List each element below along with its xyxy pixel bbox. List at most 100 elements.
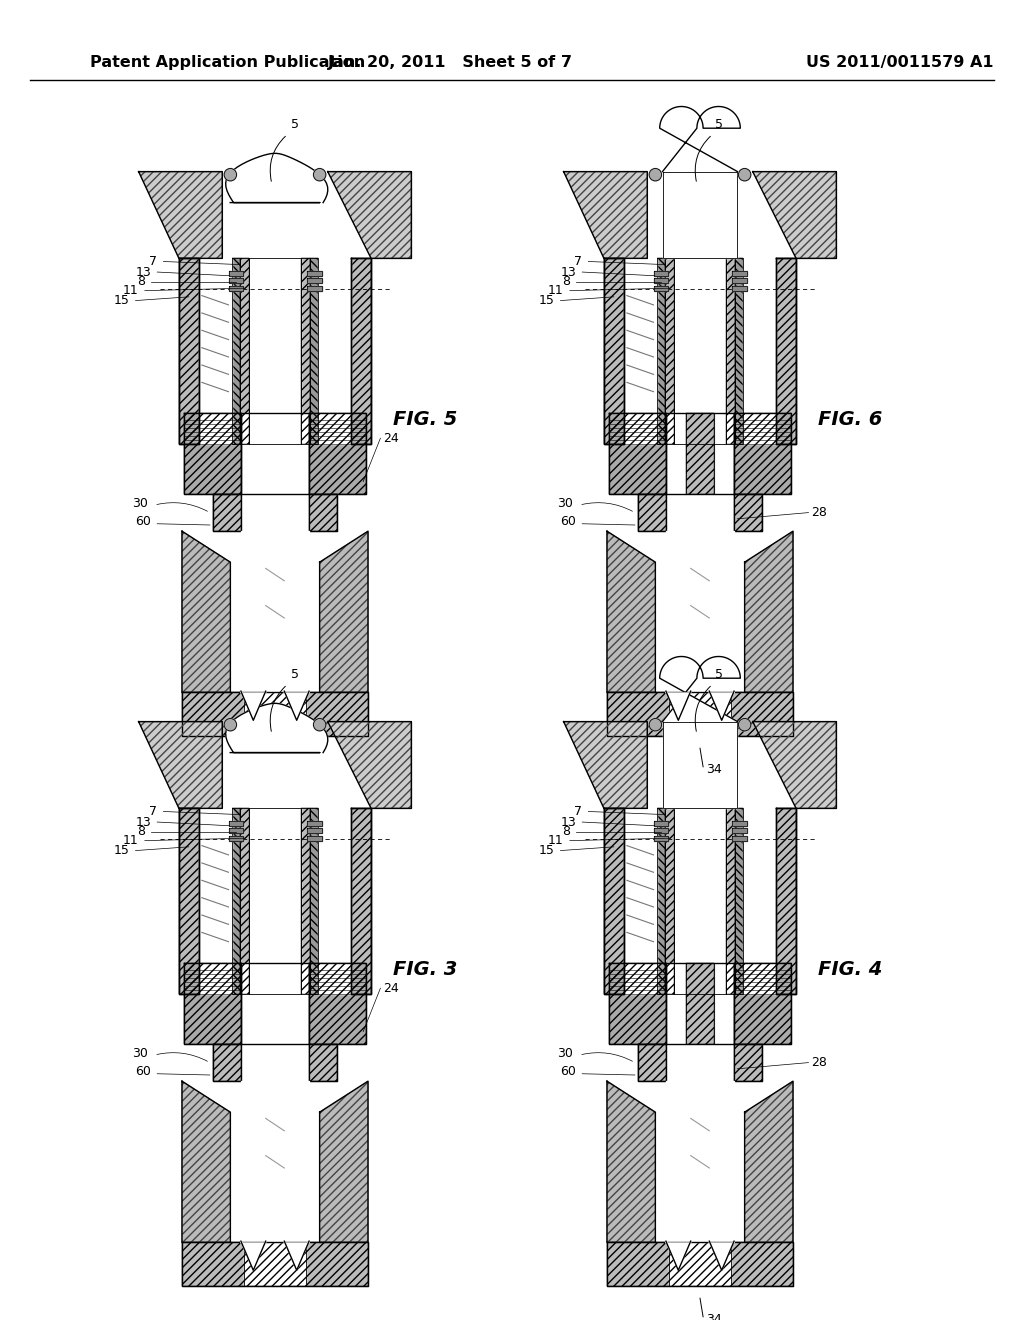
Text: 8: 8 <box>137 276 144 289</box>
Polygon shape <box>249 259 301 445</box>
Polygon shape <box>653 271 669 276</box>
Text: US 2011/0011579 A1: US 2011/0011579 A1 <box>806 54 993 70</box>
Circle shape <box>738 718 751 731</box>
Circle shape <box>224 718 237 731</box>
Text: 13: 13 <box>135 816 151 829</box>
Polygon shape <box>138 722 222 808</box>
Polygon shape <box>608 413 666 494</box>
Polygon shape <box>179 259 199 445</box>
Polygon shape <box>726 259 735 445</box>
Polygon shape <box>726 808 735 994</box>
Polygon shape <box>309 964 367 1044</box>
Text: FIG. 4: FIG. 4 <box>818 960 882 979</box>
Text: 30: 30 <box>557 1047 572 1060</box>
Polygon shape <box>666 808 674 994</box>
Polygon shape <box>674 808 726 994</box>
Text: 11: 11 <box>548 834 563 847</box>
Polygon shape <box>735 259 743 445</box>
Text: 34: 34 <box>707 763 722 776</box>
Polygon shape <box>608 964 666 1044</box>
Polygon shape <box>744 1081 793 1242</box>
Polygon shape <box>241 1081 309 1242</box>
Text: 7: 7 <box>150 255 158 268</box>
Polygon shape <box>753 722 837 808</box>
Text: 28: 28 <box>812 1056 827 1069</box>
Polygon shape <box>301 259 309 445</box>
Polygon shape <box>183 413 241 494</box>
Polygon shape <box>656 808 666 994</box>
Polygon shape <box>306 828 322 833</box>
Polygon shape <box>199 259 231 445</box>
Polygon shape <box>179 808 199 994</box>
Polygon shape <box>318 259 351 445</box>
Polygon shape <box>241 531 309 693</box>
Polygon shape <box>674 259 726 445</box>
Polygon shape <box>753 172 837 259</box>
Polygon shape <box>710 692 734 721</box>
Polygon shape <box>666 692 691 721</box>
Text: FIG. 6: FIG. 6 <box>818 411 882 429</box>
Polygon shape <box>731 285 746 290</box>
Polygon shape <box>241 1241 265 1270</box>
Polygon shape <box>138 172 222 259</box>
Polygon shape <box>351 259 371 445</box>
Polygon shape <box>319 531 368 693</box>
Polygon shape <box>285 1241 309 1270</box>
Polygon shape <box>664 722 737 808</box>
Text: 11: 11 <box>548 284 563 297</box>
Polygon shape <box>607 1242 793 1286</box>
Text: 7: 7 <box>574 805 583 818</box>
Polygon shape <box>734 494 762 531</box>
Circle shape <box>313 718 326 731</box>
Polygon shape <box>241 259 249 445</box>
Polygon shape <box>656 259 666 445</box>
Polygon shape <box>306 836 322 841</box>
Polygon shape <box>231 259 241 445</box>
Polygon shape <box>604 259 624 445</box>
Polygon shape <box>328 172 412 259</box>
Text: 34: 34 <box>707 1313 722 1320</box>
Text: 15: 15 <box>114 294 129 308</box>
Circle shape <box>224 169 237 181</box>
Text: 5: 5 <box>716 668 724 681</box>
Polygon shape <box>213 1044 241 1081</box>
Polygon shape <box>309 494 337 531</box>
Text: 30: 30 <box>132 496 147 510</box>
Circle shape <box>738 169 751 181</box>
Polygon shape <box>666 1241 691 1270</box>
Text: 5: 5 <box>291 668 299 681</box>
Polygon shape <box>686 964 714 1044</box>
Polygon shape <box>686 413 714 494</box>
Text: 30: 30 <box>132 1047 147 1060</box>
Polygon shape <box>241 413 309 494</box>
Circle shape <box>649 718 662 731</box>
Polygon shape <box>309 413 367 494</box>
Text: 30: 30 <box>557 496 572 510</box>
Polygon shape <box>734 964 792 1044</box>
Polygon shape <box>228 285 244 290</box>
Polygon shape <box>624 808 656 994</box>
Text: 11: 11 <box>123 834 138 847</box>
Polygon shape <box>744 531 793 693</box>
Polygon shape <box>182 531 230 693</box>
Text: 60: 60 <box>135 515 151 528</box>
Polygon shape <box>318 808 351 994</box>
Polygon shape <box>710 1241 734 1270</box>
Polygon shape <box>669 693 731 735</box>
Polygon shape <box>183 964 241 1044</box>
Polygon shape <box>659 107 740 172</box>
Polygon shape <box>285 692 309 721</box>
Polygon shape <box>734 1044 762 1081</box>
Text: 60: 60 <box>135 1065 151 1078</box>
Polygon shape <box>731 836 746 841</box>
Polygon shape <box>669 1242 731 1286</box>
Polygon shape <box>228 836 244 841</box>
Polygon shape <box>228 271 244 276</box>
Polygon shape <box>199 808 231 994</box>
Text: 24: 24 <box>384 982 399 995</box>
Polygon shape <box>328 722 412 808</box>
Polygon shape <box>241 1044 309 1081</box>
Polygon shape <box>743 259 776 445</box>
Polygon shape <box>228 279 244 284</box>
Text: 60: 60 <box>560 1065 575 1078</box>
